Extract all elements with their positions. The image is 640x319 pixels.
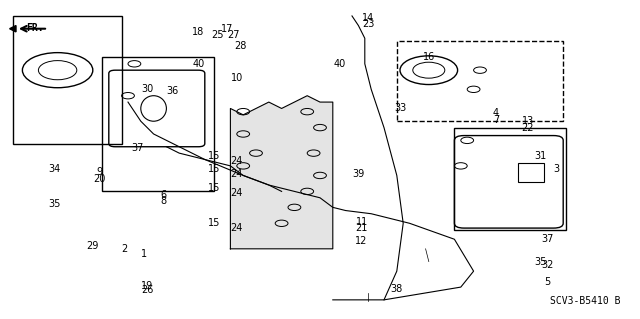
Text: 33: 33: [394, 103, 406, 114]
Text: SCV3-B5410 B: SCV3-B5410 B: [550, 296, 621, 306]
Text: 37: 37: [131, 143, 144, 153]
Text: 21: 21: [355, 223, 368, 233]
Text: 39: 39: [352, 169, 365, 179]
Text: 12: 12: [355, 236, 368, 246]
Text: 34: 34: [48, 164, 61, 174]
Text: 24: 24: [230, 156, 243, 166]
Polygon shape: [10, 26, 16, 32]
Text: 24: 24: [230, 169, 243, 179]
Text: 29: 29: [86, 241, 99, 251]
Text: 30: 30: [141, 84, 154, 94]
Text: 6: 6: [160, 189, 166, 200]
Text: 19: 19: [141, 280, 154, 291]
Text: 20: 20: [93, 174, 106, 184]
Text: 15: 15: [208, 151, 221, 161]
Text: 40: 40: [192, 59, 205, 69]
Text: 25: 25: [211, 30, 224, 40]
Text: FR.: FR.: [26, 24, 44, 33]
Text: 31: 31: [534, 151, 547, 161]
Polygon shape: [230, 96, 333, 249]
Text: 11: 11: [355, 217, 368, 227]
Text: 28: 28: [234, 41, 246, 51]
Text: 27: 27: [227, 30, 240, 40]
Text: 14: 14: [362, 12, 374, 23]
Text: 24: 24: [230, 223, 243, 233]
Text: 5: 5: [544, 277, 550, 287]
Text: 18: 18: [192, 27, 205, 37]
Text: 26: 26: [141, 285, 154, 295]
Text: 16: 16: [422, 52, 435, 63]
Text: 7: 7: [493, 115, 499, 125]
Text: 23: 23: [362, 19, 374, 29]
Text: 36: 36: [166, 86, 179, 96]
Text: 38: 38: [390, 284, 403, 294]
Text: 15: 15: [208, 218, 221, 228]
Text: 15: 15: [208, 164, 221, 174]
FancyBboxPatch shape: [518, 163, 544, 182]
Text: 3: 3: [554, 164, 560, 174]
Text: 2: 2: [122, 244, 128, 254]
Text: 40: 40: [333, 59, 346, 69]
Text: 10: 10: [230, 73, 243, 83]
Text: 24: 24: [230, 188, 243, 198]
Text: 4: 4: [493, 108, 499, 118]
Text: 15: 15: [208, 183, 221, 193]
Text: 37: 37: [541, 234, 554, 244]
Text: 35: 35: [534, 256, 547, 267]
Text: 13: 13: [522, 116, 534, 126]
Text: 32: 32: [541, 260, 554, 270]
Text: 1: 1: [141, 249, 147, 259]
Text: 35: 35: [48, 199, 61, 209]
Text: 17: 17: [221, 24, 234, 34]
Text: 8: 8: [160, 196, 166, 206]
Text: 9: 9: [96, 167, 102, 177]
Text: 22: 22: [522, 122, 534, 133]
